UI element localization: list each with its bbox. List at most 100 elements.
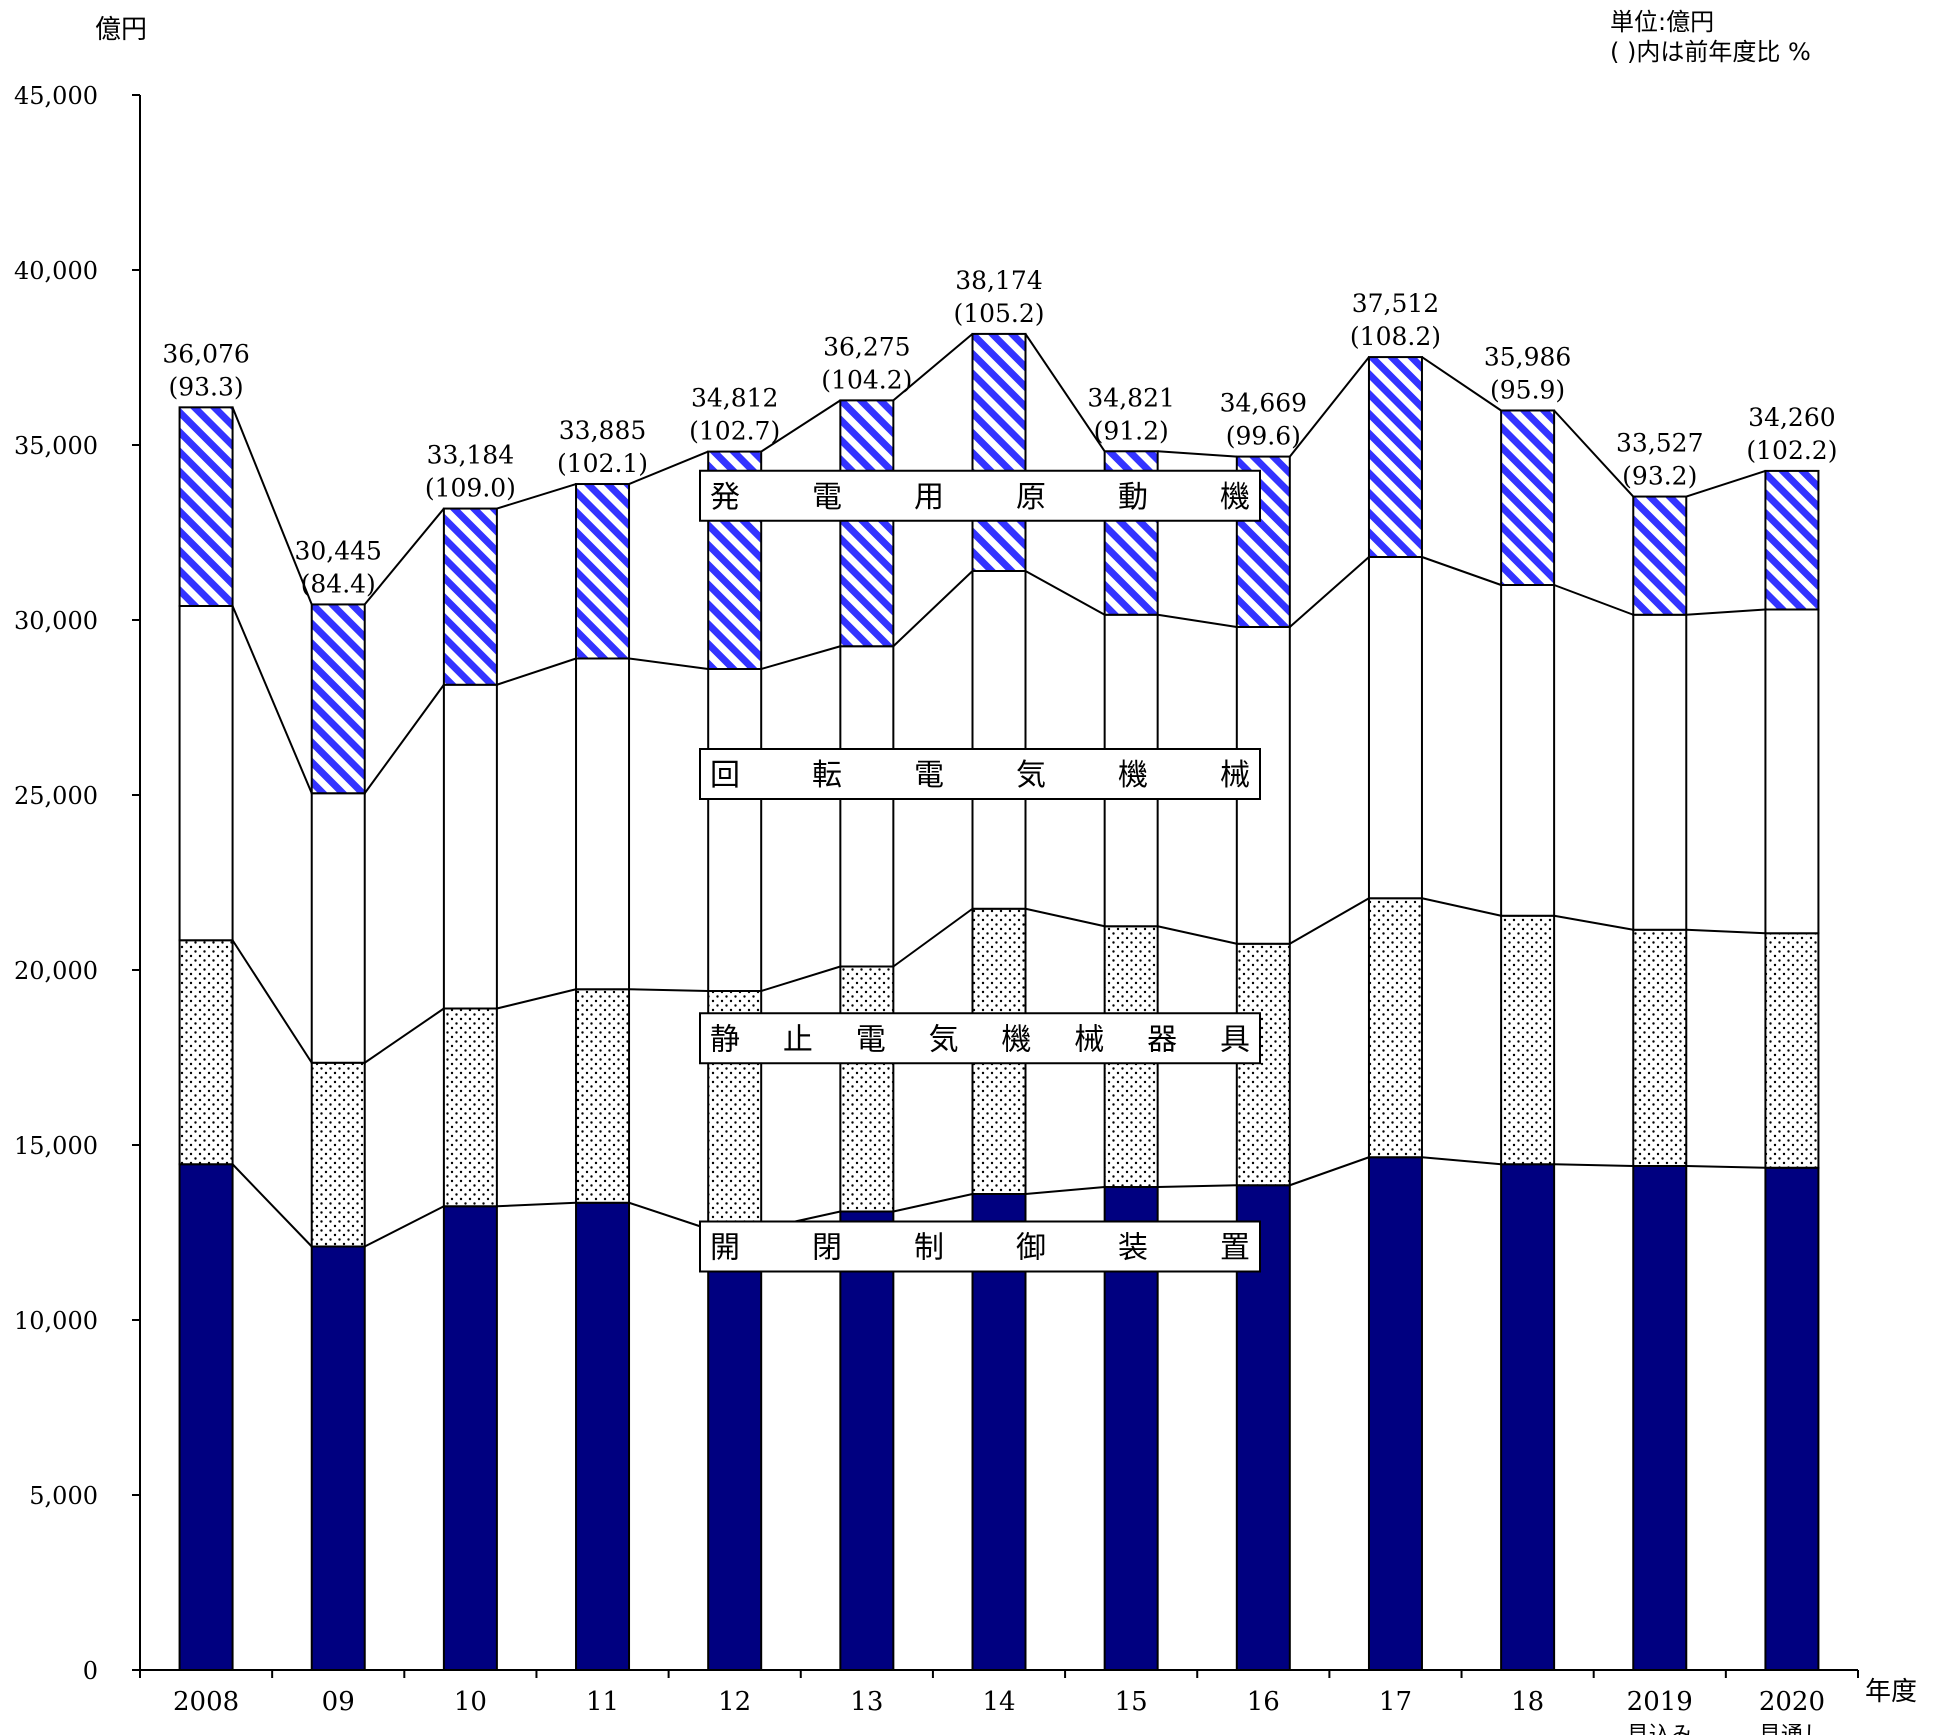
bar-2-4 — [707, 668, 763, 992]
bar-0-0 — [178, 1163, 234, 1671]
yoy-label: (99.6) — [1226, 422, 1301, 451]
x-tick-label: 2020 — [1759, 1687, 1825, 1717]
connector-2-6 — [1025, 570, 1106, 616]
connector-1-4 — [760, 965, 841, 992]
bar-3-6 — [971, 332, 1027, 572]
connector-2-2 — [496, 657, 577, 686]
x-tick-label: 14 — [982, 1687, 1015, 1717]
bar-2-5 — [839, 645, 895, 968]
bar-3-12 — [1764, 469, 1820, 611]
axes: 0 5,000 10,000 15,000 20,000 25,000 30,000 35,0… — [14, 82, 1859, 1735]
bar-0-3 — [575, 1201, 631, 1671]
connector-2-11 — [1686, 608, 1766, 616]
connector-3-6 — [1024, 333, 1106, 452]
y-tick-label: 40,000 — [14, 257, 98, 285]
bar-3-10 — [1500, 409, 1556, 586]
y-tick-label: 20,000 — [14, 957, 98, 985]
total-label: 38,174 — [955, 266, 1042, 295]
connector-1-3 — [629, 988, 709, 992]
connector-0-10 — [1554, 1163, 1634, 1167]
connector-2-10 — [1553, 584, 1634, 616]
yoy-label: (102.1) — [557, 449, 648, 478]
x-tick-label: 2008 — [173, 1687, 239, 1717]
x-tick-sublabel: 見込み — [1627, 1723, 1693, 1735]
bar-2-3 — [575, 657, 631, 991]
connector-3-7 — [1157, 450, 1237, 458]
connector-3-3 — [628, 450, 709, 485]
x-tick-label: 10 — [454, 1687, 487, 1717]
connector-1-6 — [1025, 907, 1105, 928]
yoy-label: (91.2) — [1094, 416, 1169, 445]
yoy-label: (84.4) — [301, 569, 376, 598]
bar-1-8 — [1235, 942, 1291, 1187]
connector-1-7 — [1157, 925, 1238, 945]
data-labels: 36,076 (93.3) 30,445 (84.4) 33,184 (109.0) 33,… — [162, 266, 1837, 599]
bar-0-6 — [971, 1193, 1027, 1671]
connector-2-0 — [231, 605, 313, 794]
yoy-label: (102.2) — [1746, 436, 1837, 465]
connector-2-5 — [892, 570, 974, 647]
bar-1-1 — [310, 1061, 366, 1248]
x-tick-label: 15 — [1115, 1687, 1148, 1717]
connector-3-0 — [231, 406, 313, 605]
bars-layer — [178, 332, 1820, 1671]
bar-1-9 — [1367, 897, 1423, 1159]
bar-0-1 — [310, 1245, 366, 1671]
y-tick-label: 25,000 — [14, 782, 98, 810]
connector-3-4 — [760, 399, 841, 453]
bar-3-9 — [1367, 356, 1423, 558]
ratio-note: ( )内は前年度比 % — [1610, 38, 1811, 66]
connector-1-9 — [1421, 897, 1502, 917]
total-label: 33,184 — [427, 441, 514, 470]
yoy-label: (93.2) — [1622, 462, 1697, 491]
connector-0-9 — [1421, 1156, 1502, 1166]
connector-3-5 — [892, 333, 974, 402]
connector-0-5 — [893, 1193, 973, 1213]
connector-0-3 — [628, 1201, 709, 1230]
connector-3-11 — [1685, 469, 1766, 498]
series-connector-lines — [231, 333, 1766, 1248]
x-tick-sublabel: 見通し — [1759, 1723, 1825, 1735]
total-label: 35,986 — [1484, 342, 1571, 371]
connector-0-6 — [1025, 1186, 1105, 1195]
x-tick-label: 18 — [1511, 1687, 1544, 1717]
connector-2-9 — [1421, 556, 1502, 586]
bar-0-10 — [1500, 1163, 1556, 1671]
series-label-box — [699, 1220, 1261, 1273]
connector-3-1 — [363, 507, 445, 606]
total-label: 36,275 — [823, 332, 910, 361]
total-label: 34,821 — [1087, 383, 1174, 412]
bar-1-11 — [1632, 928, 1688, 1167]
bar-3-11 — [1632, 495, 1688, 616]
bar-3-3 — [575, 483, 631, 660]
connector-2-4 — [760, 645, 841, 670]
connector-0-1 — [364, 1205, 445, 1248]
y-tick-label: 15,000 — [14, 1132, 98, 1160]
x-tick-label: 16 — [1247, 1687, 1280, 1717]
x-tick-label: 09 — [322, 1687, 355, 1717]
x-tick-label: 11 — [586, 1687, 619, 1717]
bar-1-10 — [1500, 914, 1556, 1166]
yoy-label: (93.3) — [168, 372, 243, 401]
connector-2-7 — [1157, 613, 1237, 628]
unit-note: 単位:億円 — [1610, 8, 1715, 36]
series-labels: 開 閉 制 御 装 置静 止 電 気 機 械 器 具回 転 電 気 機 械発 電… — [699, 469, 1261, 1273]
x-tick-label: 17 — [1379, 1687, 1412, 1717]
connector-3-2 — [496, 483, 577, 510]
bar-2-11 — [1632, 613, 1688, 931]
bar-2-9 — [1367, 556, 1423, 900]
yoy-label: (108.2) — [1350, 322, 1441, 351]
y-tick-label: 10,000 — [14, 1307, 98, 1335]
total-label: 33,885 — [559, 416, 646, 445]
bar-0-11 — [1632, 1165, 1688, 1671]
bar-0-4 — [707, 1228, 763, 1671]
bar-1-12 — [1764, 932, 1820, 1169]
y-tick-label: 45,000 — [14, 82, 98, 110]
yoy-label: (95.9) — [1490, 375, 1565, 404]
connector-2-3 — [628, 657, 709, 670]
bar-1-3 — [575, 988, 631, 1204]
bar-3-2 — [442, 507, 498, 686]
y-axis-unit-label: 億円 — [95, 15, 147, 45]
connector-2-1 — [363, 684, 445, 794]
yoy-label: (109.0) — [425, 474, 516, 503]
